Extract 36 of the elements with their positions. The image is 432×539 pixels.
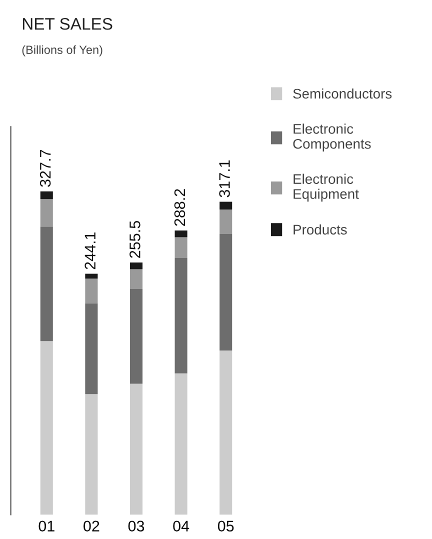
legend-label: Products <box>294 224 347 235</box>
annotation: 255.5 <box>130 221 140 258</box>
bar <box>174 230 188 238</box>
bar <box>85 303 98 394</box>
bar <box>40 191 53 200</box>
bar <box>174 373 188 515</box>
bar <box>174 258 188 374</box>
bar <box>130 269 143 290</box>
bar <box>40 341 53 515</box>
bar <box>174 237 188 258</box>
chart-subtitle: (Billions of Yen) <box>22 45 102 56</box>
bar <box>130 289 143 384</box>
bar <box>40 199 53 227</box>
bar <box>220 350 232 515</box>
x-tick-label: 02 <box>84 520 100 532</box>
legend-label: Electronic Components <box>293 124 371 152</box>
bar <box>220 202 232 210</box>
bar <box>85 394 98 515</box>
annotation: 244.1 <box>84 232 96 270</box>
bar <box>130 262 143 270</box>
bar <box>220 234 232 350</box>
legend-label: Semiconductors <box>293 88 392 99</box>
x-tick-label: 03 <box>128 520 144 532</box>
annotation: 288.2 <box>174 189 186 226</box>
chart-title: NET SALES <box>22 18 112 30</box>
annotation: 327.7 <box>40 150 51 187</box>
x-tick-label: 05 <box>218 520 234 532</box>
bar <box>85 274 98 279</box>
legend-label: Electronic Equipment <box>294 174 359 202</box>
bar <box>130 384 143 515</box>
bar <box>220 209 232 234</box>
x-tick-label: 01 <box>38 520 54 532</box>
x-tick-label: 04 <box>173 520 190 532</box>
bar <box>85 278 98 304</box>
bar <box>40 226 53 342</box>
annotation: 317.1 <box>219 160 230 198</box>
